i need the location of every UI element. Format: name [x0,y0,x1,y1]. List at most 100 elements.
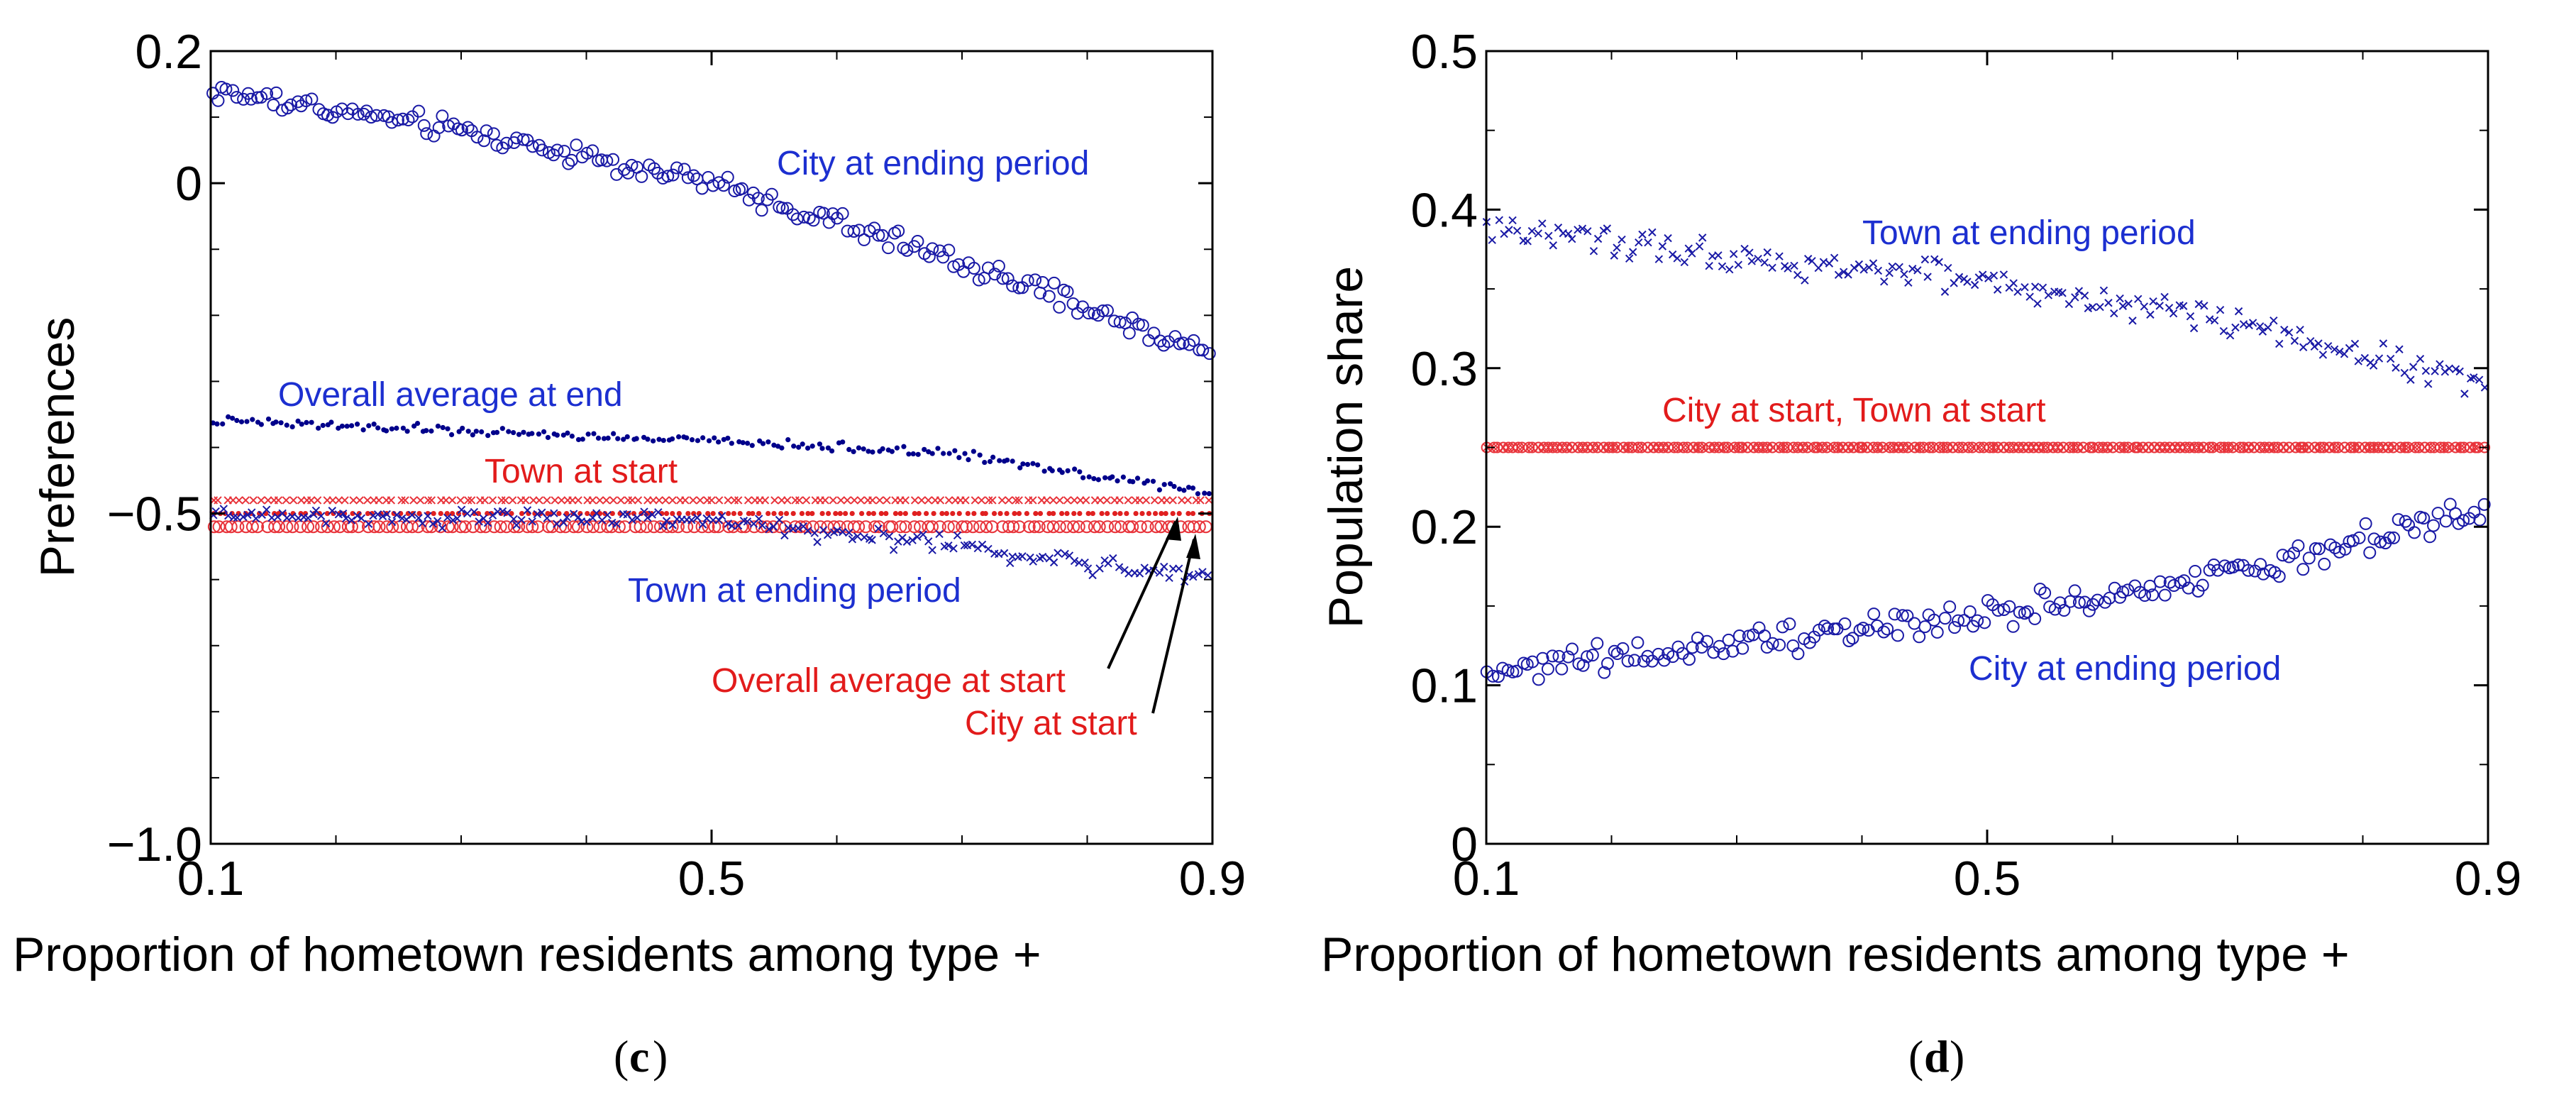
panel-d-point-x [1670,443,1679,452]
panel-c-series-3 [211,510,1212,517]
panel-c-point [588,496,597,505]
panel-c-point [648,510,656,519]
panel-d-point-x [2379,443,2387,452]
panel-d-point [2268,566,2282,579]
panel-d-point [1745,248,1754,257]
panel-c-point [1115,563,1124,571]
panel-d-point [2086,598,2099,611]
panel-c-point [734,496,743,505]
panel-c-point [1080,475,1086,480]
panel-c-point [1187,334,1200,347]
panel-d-point [1763,248,1771,257]
panel-c-point [411,520,425,534]
panel-c-point [256,510,262,517]
panel-d-point [2470,373,2478,382]
panel-c-point [1139,510,1145,517]
panel-d-point-x [2456,443,2465,452]
panel-c-point [837,510,843,517]
panel-d-point [1791,647,1805,661]
panel-d-point-x [1735,443,1743,452]
panel-c-point [416,510,422,517]
panel-c-point [1112,510,1118,517]
panel-c-point [665,520,679,534]
panel-c-point [1156,487,1163,493]
panel-d-point [1686,641,1699,654]
panel-c-point [771,442,777,448]
panel-c-point [427,129,441,143]
panel-c-point [494,520,507,534]
panel-c-point [885,532,894,541]
panel-d-ticks: 0.1 0.5 0.900.10.20.30.40.5 [1410,25,2521,906]
panel-d-point [1934,441,1946,453]
panel-d-point [1586,649,1599,662]
panel-c-point [935,446,941,451]
panel-d-point [1693,441,1705,453]
panel-c-point [404,429,410,434]
panel-c-series-2 [209,496,1213,505]
panel-c-point [1012,510,1017,517]
panel-c-point [424,428,429,434]
panel-c-point [681,171,695,185]
panel-c-point [693,513,702,522]
caption-c-letter: c [629,1031,649,1082]
panel-c-point [500,136,514,150]
panel-c-markers [206,81,1216,586]
panel-c-point [997,496,1007,505]
panel-d-point [2431,367,2439,375]
panel-c-point [282,496,291,505]
panel-c-point [533,510,542,519]
panel-c-xtick-label: 0.9 [1179,852,1246,906]
panel-d-point [1635,238,1643,247]
panel-c-point [414,420,421,427]
panel-c-point [790,212,804,226]
panel-c-ytick-label: 0.2 [135,25,202,79]
panel-c-point [1115,496,1124,505]
panel-d-point [1930,255,1939,263]
panel-c-point [306,496,316,505]
panel-c-point [1042,496,1051,505]
panel-c-point [273,512,282,522]
panel-d-point [2254,558,2267,571]
panel-c-point [843,510,848,517]
panel-c-point [456,429,462,434]
panel-c-point [966,457,971,463]
panel-c-point [1203,571,1212,580]
panel-d-point [2038,586,2052,600]
panel-c-point [336,425,341,431]
panel-d-point [1618,235,1626,244]
panel-c-point [1037,510,1044,517]
panel-c-point [1124,510,1129,517]
panel-c-point [668,496,677,505]
panel-d-point [1695,242,1704,251]
panel-c-point [936,496,945,505]
panel-d-point [1729,250,1738,258]
panel-d-point [2028,612,2042,625]
panel-c-point [1029,557,1037,566]
panel-d-point [1793,270,1802,280]
panel-d-point [1734,260,1743,269]
panel-c-point [357,107,370,121]
panel-c-point [1059,510,1065,517]
panel-d-point [2330,345,2339,354]
panel-c-point [992,259,1005,273]
panel-c-point [1007,520,1020,534]
panel-d-point-x [1634,443,1642,452]
panel-d-point [2258,327,2267,336]
panel-c-point [429,428,434,434]
panel-c-point [406,520,419,534]
panel-c-point [299,94,313,108]
panel-c-point [440,424,446,431]
panel-d: 0.1 0.5 0.900.10.20.30.40.5 Proportion of … [1319,25,2521,1082]
panel-d-point [1963,605,1977,619]
panel-c-point [398,514,407,522]
panel-c-point [609,510,615,517]
panel-c-point [541,429,547,434]
panel-d-point [1840,268,1848,276]
panel-d-point [1783,617,1796,631]
panel-c-point [304,419,309,425]
panel-c-point [681,496,690,505]
panel-c-point [742,193,756,207]
panel-c-point [1095,564,1104,573]
panel-c-point [338,509,348,518]
panel-c-point [698,520,707,529]
